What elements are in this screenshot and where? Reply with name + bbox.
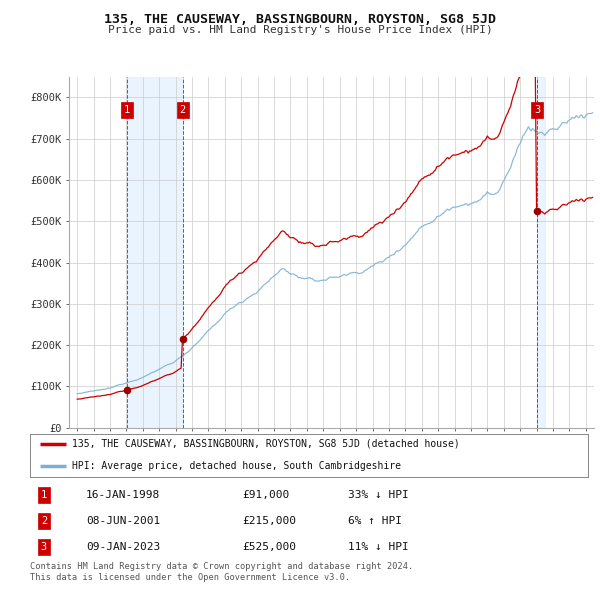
Text: 135, THE CAUSEWAY, BASSINGBOURN, ROYSTON, SG8 5JD: 135, THE CAUSEWAY, BASSINGBOURN, ROYSTON… xyxy=(104,13,496,26)
Text: £215,000: £215,000 xyxy=(242,516,296,526)
Text: 6% ↑ HPI: 6% ↑ HPI xyxy=(348,516,402,526)
Text: 33% ↓ HPI: 33% ↓ HPI xyxy=(348,490,409,500)
Text: 1: 1 xyxy=(41,490,47,500)
Text: 16-JAN-1998: 16-JAN-1998 xyxy=(86,490,160,500)
Text: 09-JAN-2023: 09-JAN-2023 xyxy=(86,542,160,552)
Text: £525,000: £525,000 xyxy=(242,542,296,552)
Bar xyxy=(537,77,545,428)
Text: £91,000: £91,000 xyxy=(242,490,289,500)
Text: Contains HM Land Registry data © Crown copyright and database right 2024.: Contains HM Land Registry data © Crown c… xyxy=(30,562,413,571)
Text: 135, THE CAUSEWAY, BASSINGBOURN, ROYSTON, SG8 5JD (detached house): 135, THE CAUSEWAY, BASSINGBOURN, ROYSTON… xyxy=(72,439,460,449)
Text: Price paid vs. HM Land Registry's House Price Index (HPI): Price paid vs. HM Land Registry's House … xyxy=(107,25,493,35)
Bar xyxy=(127,77,183,428)
Text: 2: 2 xyxy=(41,516,47,526)
Text: 08-JUN-2001: 08-JUN-2001 xyxy=(86,516,160,526)
Text: HPI: Average price, detached house, South Cambridgeshire: HPI: Average price, detached house, Sout… xyxy=(72,461,401,470)
Text: 1: 1 xyxy=(124,105,130,114)
Text: 11% ↓ HPI: 11% ↓ HPI xyxy=(348,542,409,552)
Text: 2: 2 xyxy=(180,105,186,114)
Text: 3: 3 xyxy=(534,105,540,114)
Text: This data is licensed under the Open Government Licence v3.0.: This data is licensed under the Open Gov… xyxy=(30,573,350,582)
Text: 3: 3 xyxy=(41,542,47,552)
